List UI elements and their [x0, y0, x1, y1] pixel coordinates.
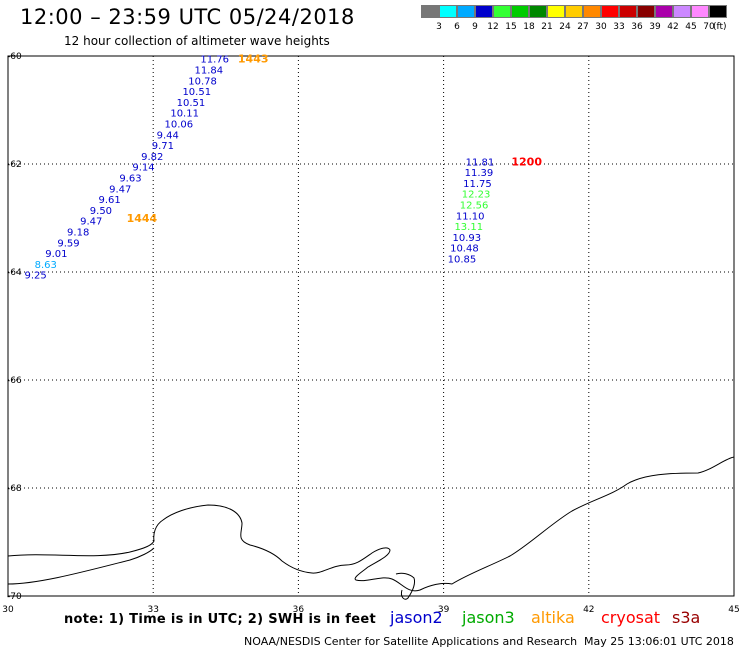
wave-height-value: 9.25 — [24, 271, 46, 282]
satellite-legend-s3a: s3a — [672, 608, 701, 627]
coastline-main — [7, 456, 735, 592]
color-scale-label: 45 — [685, 22, 697, 32]
color-scale-label: 42 — [667, 22, 679, 32]
wave-height-value: 9.47 — [80, 217, 102, 228]
satellite-legend-cryosat: cryosat — [601, 608, 661, 627]
wave-height-value: 9.82 — [141, 152, 163, 163]
color-scale-swatch — [511, 5, 529, 18]
footer-agency: NOAA/NESDIS Center for Satellite Applica… — [244, 635, 578, 648]
latitude-label: -62 — [7, 160, 22, 170]
color-scale-swatch — [475, 5, 493, 18]
satellite-legend-altika: altika — [531, 608, 575, 627]
color-scale-swatch — [565, 5, 583, 18]
wave-height-value: 12.56 — [460, 201, 489, 212]
coastline-inlet — [395, 572, 415, 600]
color-scale-unit: (ft) — [713, 22, 727, 32]
wave-height-value: 10.51 — [177, 98, 206, 109]
color-scale-swatch — [529, 5, 547, 18]
color-scale-swatch — [691, 5, 709, 18]
color-scale-swatch — [493, 5, 511, 18]
color-scale-swatch — [421, 5, 439, 18]
wave-height-value: 9.18 — [67, 228, 89, 239]
latitude-label: -60 — [7, 52, 22, 62]
wave-height-value: 9.44 — [157, 130, 179, 141]
color-scale-swatch — [547, 5, 565, 18]
wave-height-value: 11.39 — [465, 168, 494, 179]
satellite-legend-jason2: jason2 — [390, 608, 443, 627]
coastline-western-shelf — [7, 547, 155, 585]
color-scale-label: 70 — [703, 22, 715, 32]
color-scale-label: 27 — [577, 22, 589, 32]
map-frame — [7, 55, 735, 597]
wave-height-value: 10.85 — [448, 255, 477, 266]
wave-height-values: 11.7611.8410.7810.5110.5110.1110.069.449… — [24, 53, 542, 282]
color-scale-label: 36 — [631, 22, 643, 32]
color-scale-label: 18 — [523, 22, 535, 32]
wave-height-value: 9.14 — [132, 163, 154, 174]
color-scale-label: 3 — [436, 22, 442, 32]
color-scale-label: 33 — [613, 22, 625, 32]
color-scale-label: 39 — [649, 22, 661, 32]
color-scale-swatch — [583, 5, 601, 18]
pass-time-label: 1443 — [238, 53, 269, 66]
color-scale-swatch — [619, 5, 637, 18]
color-scale-label: 30 — [595, 22, 607, 32]
color-scale-label: 9 — [472, 22, 478, 32]
coastline — [7, 456, 735, 600]
wave-height-value: 8.63 — [35, 260, 57, 271]
color-scale-label: 15 — [505, 22, 517, 32]
pass-time-label: 1444 — [127, 212, 158, 225]
page-subtitle: 12 hour collection of altimeter wave hei… — [64, 34, 330, 48]
pass-time-label: 1200 — [511, 155, 542, 168]
longitude-label: 45 — [728, 605, 739, 615]
color-scale-swatch — [601, 5, 619, 18]
color-scale-label: 21 — [541, 22, 553, 32]
wave-height-value: 11.10 — [456, 211, 485, 222]
wave-height-value: 9.59 — [57, 238, 79, 249]
longitude-label: 33 — [147, 605, 158, 615]
color-scale-swatch — [637, 5, 655, 18]
wave-height-value: 13.11 — [454, 222, 483, 233]
satellite-legend-jason3: jason3 — [462, 608, 515, 627]
wave-height-value: 10.93 — [453, 233, 482, 244]
page-title: 12:00 – 23:59 UTC 05/24/2018 — [20, 5, 355, 29]
color-scale-swatch — [673, 5, 691, 18]
wave-height-value: 10.51 — [182, 87, 211, 98]
wave-height-value: 9.50 — [90, 206, 112, 217]
longitude-label: 42 — [583, 605, 594, 615]
longitude-label: 30 — [2, 605, 14, 615]
graticule: -60 -62 -64 -66 -68 -70 30 33 36 39 42 45 — [2, 52, 739, 615]
wave-height-value: 10.48 — [450, 244, 479, 255]
wave-height-value: 11.76 — [200, 55, 229, 66]
color-scale-label: 6 — [454, 22, 460, 32]
color-scale-swatch — [709, 5, 727, 18]
wave-height-value: 9.63 — [119, 174, 141, 185]
latitude-label: -66 — [7, 376, 22, 386]
wave-height-value: 9.61 — [99, 195, 121, 206]
wave-height-value: 10.06 — [165, 120, 194, 131]
latitude-label: -64 — [7, 268, 22, 278]
color-scale-label: 24 — [559, 22, 571, 32]
longitude-label: 36 — [293, 605, 305, 615]
wave-height-value: 11.75 — [463, 179, 492, 190]
wave-height-value: 12.23 — [462, 190, 491, 201]
longitude-label: 39 — [438, 605, 450, 615]
color-scale-swatch — [655, 5, 673, 18]
color-scale-swatch — [457, 5, 475, 18]
footer-timestamp: May 25 13:06:01 UTC 2018 — [584, 635, 734, 648]
latitude-label: -68 — [7, 484, 22, 494]
color-scale-label: 12 — [487, 22, 499, 32]
wave-height-value: 9.01 — [45, 249, 67, 260]
wave-height-value: 9.71 — [152, 141, 174, 152]
map-note: note: 1) Time is in UTC; 2) SWH is in fe… — [64, 612, 376, 627]
color-scale-swatch — [439, 5, 457, 18]
wave-height-value: 11.84 — [195, 66, 224, 77]
wave-height-value: 9.47 — [109, 184, 131, 195]
wave-height-value: 11.81 — [466, 157, 495, 168]
wave-height-value: 10.78 — [188, 76, 217, 87]
wave-height-value: 10.11 — [170, 109, 199, 120]
latitude-label: -70 — [7, 592, 22, 602]
